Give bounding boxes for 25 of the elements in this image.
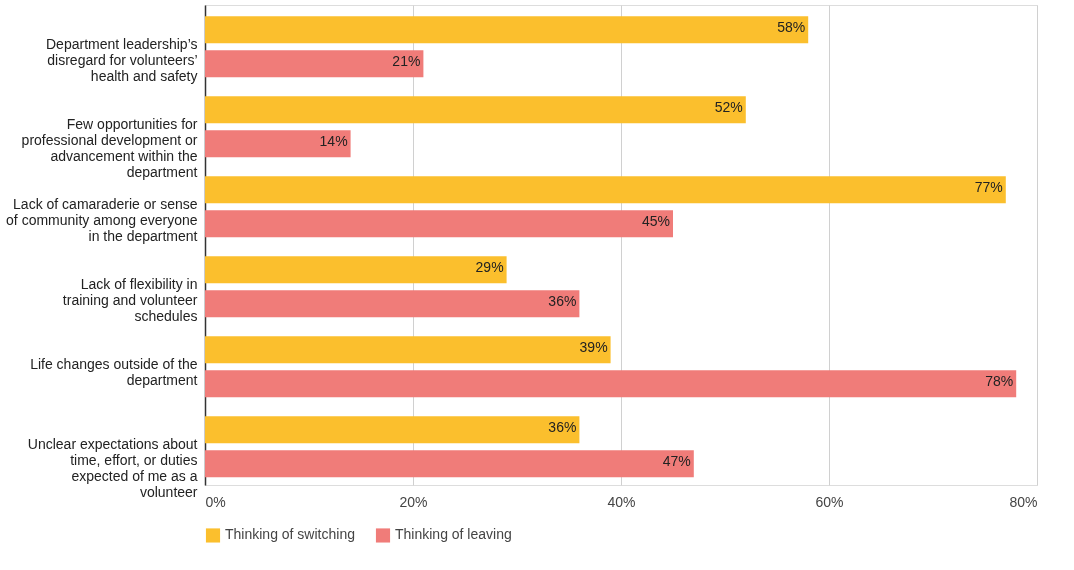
- y-tick-label: Few opportunities for professional development or advancement within the department: [21, 116, 198, 180]
- y-tick-label: Department leadership’s disregard for volunteers’ health and safety: [46, 36, 198, 84]
- x-tick-label: 80%: [1009, 493, 1038, 510]
- data-label: 77%: [974, 178, 1003, 195]
- data-label: 39%: [579, 338, 608, 355]
- x-tick-label: 0%: [205, 493, 226, 510]
- y-tick-label: Life changes outside of the department: [30, 356, 198, 388]
- y-tick-label: Lack of flexibility in training and volunteer schedules: [62, 276, 198, 324]
- x-tick-label: 40%: [607, 493, 636, 510]
- x-tick-label: 20%: [399, 493, 428, 510]
- legend-label: Thinking of leaving: [395, 526, 512, 543]
- legend-label: Thinking of switching: [225, 526, 355, 543]
- data-label: 36%: [548, 418, 577, 435]
- data-label: 52%: [714, 98, 743, 115]
- x-tick-label: 60%: [815, 493, 844, 510]
- data-label: 14%: [319, 133, 348, 150]
- y-tick-label: Lack of camaraderie or sense of community among everyone in the department: [6, 196, 198, 244]
- data-label: 47%: [662, 453, 691, 470]
- data-label: 29%: [475, 258, 504, 275]
- data-label: 45%: [641, 213, 670, 230]
- y-tick-label: Unclear expectations about time, effort, or duties expected of me as a volunteer: [27, 436, 198, 500]
- data-label: 58%: [777, 18, 806, 35]
- data-label: 21%: [392, 53, 421, 70]
- data-label: 36%: [548, 293, 577, 310]
- data-label: 78%: [985, 373, 1014, 390]
